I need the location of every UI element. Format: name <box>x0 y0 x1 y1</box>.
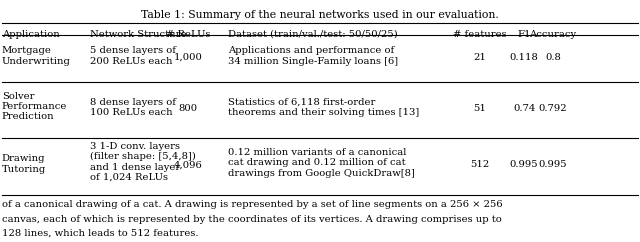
Text: Drawing
Tutoring: Drawing Tutoring <box>2 154 46 174</box>
Text: 0.995: 0.995 <box>539 160 567 169</box>
Text: Table 1: Summary of the neural networks used in our evaluation.: Table 1: Summary of the neural networks … <box>141 10 499 20</box>
Text: 21: 21 <box>474 53 486 61</box>
Text: Network Structure: Network Structure <box>90 30 186 39</box>
Text: 0.12 million variants of a canonical
cat drawing and 0.12 million of cat
drawing: 0.12 million variants of a canonical cat… <box>228 148 415 178</box>
Text: Solver
Performance
Prediction: Solver Performance Prediction <box>2 92 67 121</box>
Text: 1,000: 1,000 <box>173 53 203 61</box>
Text: 0.792: 0.792 <box>539 104 567 113</box>
Text: 4,096: 4,096 <box>174 160 202 169</box>
Text: 512: 512 <box>470 160 490 169</box>
Text: Statistics of 6,118 first-order
theorems and their solving times [13]: Statistics of 6,118 first-order theorems… <box>228 98 419 117</box>
Text: Accuracy: Accuracy <box>529 30 577 39</box>
Text: # features: # features <box>453 30 507 39</box>
Text: 0.118: 0.118 <box>509 53 539 61</box>
Text: Application: Application <box>2 30 60 39</box>
Text: Dataset (train/val./test: 50/50/25): Dataset (train/val./test: 50/50/25) <box>228 30 397 39</box>
Text: # ReLUs: # ReLUs <box>166 30 211 39</box>
Text: 0.995: 0.995 <box>510 160 538 169</box>
Text: 5 dense layers of
200 ReLUs each: 5 dense layers of 200 ReLUs each <box>90 46 175 66</box>
Text: 128 lines, which leads to 512 features.: 128 lines, which leads to 512 features. <box>2 228 198 237</box>
Text: 0.8: 0.8 <box>545 53 561 61</box>
Text: of a canonical drawing of a cat. A drawing is represented by a set of line segme: of a canonical drawing of a cat. A drawi… <box>2 200 502 209</box>
Text: 800: 800 <box>179 104 198 113</box>
Text: F1: F1 <box>517 30 531 39</box>
Text: 0.74: 0.74 <box>513 104 535 113</box>
Text: 8 dense layers of
100 ReLUs each: 8 dense layers of 100 ReLUs each <box>90 98 175 117</box>
Text: Applications and performance of
34 million Single-Family loans [6]: Applications and performance of 34 milli… <box>228 46 398 66</box>
Text: canvas, each of which is represented by the coordinates of its vertices. A drawi: canvas, each of which is represented by … <box>2 215 502 224</box>
Text: 51: 51 <box>474 104 486 113</box>
Text: Mortgage
Underwriting: Mortgage Underwriting <box>2 46 71 66</box>
Text: 3 1-D conv. layers
(filter shape: [5,4,8])
and 1 dense layer
of 1,024 ReLUs: 3 1-D conv. layers (filter shape: [5,4,8… <box>90 142 195 182</box>
